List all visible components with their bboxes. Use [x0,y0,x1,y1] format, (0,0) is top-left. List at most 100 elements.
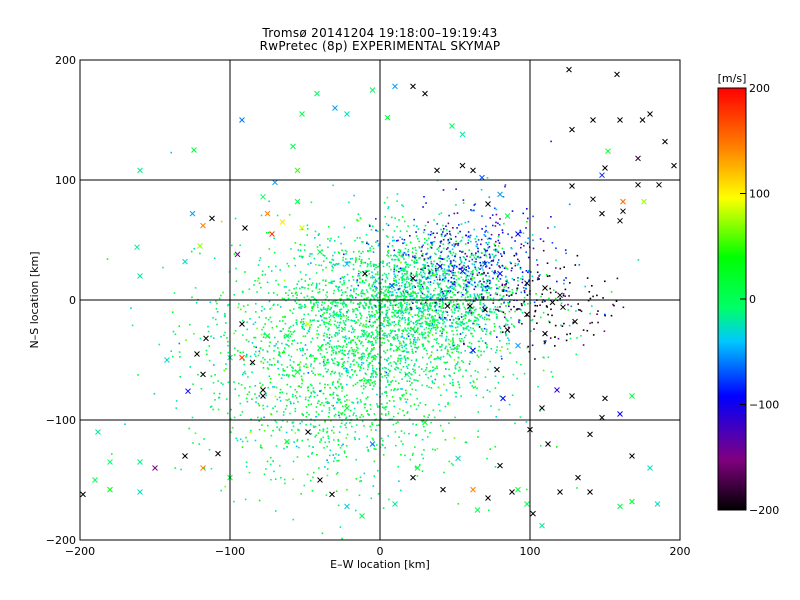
data-dot [457,244,459,247]
data-dot [460,316,463,318]
data-dot [298,306,300,309]
data-dot [225,368,227,370]
data-dot [208,448,211,451]
data-dot [347,371,350,374]
data-dot [395,309,397,312]
data-dot [337,361,340,364]
data-dot [453,318,455,321]
data-dot [392,291,395,293]
data-dot [404,297,406,300]
data-dot [414,255,416,257]
data-dot [442,189,445,191]
data-dot [216,311,219,313]
data-dot [484,342,487,344]
data-dot [343,281,345,284]
data-dot [404,286,407,289]
data-dot [491,311,493,313]
data-dot [532,215,534,218]
data-dot [523,291,526,294]
data-dot [394,284,396,286]
data-dot [591,321,593,324]
data-dot [451,344,454,346]
data-dot [487,279,490,281]
data-dot [329,340,331,342]
data-dot [299,361,302,363]
data-dot [239,414,242,416]
data-dot [334,386,336,389]
data-dot [476,274,479,276]
data-dot [386,264,388,266]
data-dot [427,291,430,293]
data-dot [258,404,261,407]
data-dot [402,409,404,412]
data-dot [437,283,440,285]
data-dot [488,237,490,240]
data-dot [393,300,396,303]
data-dot [406,277,409,279]
data-dot [450,264,453,266]
data-dot [472,380,475,382]
data-dot [438,387,441,389]
data-dot [404,283,407,285]
data-dot [436,367,438,369]
data-dot [354,307,357,310]
data-dot [329,261,331,264]
data-dot [398,329,400,332]
data-dot [295,319,298,321]
data-point-x [557,292,563,299]
data-dot [314,391,316,394]
data-dot [550,371,553,373]
data-dot [489,256,491,259]
data-dot [431,274,434,276]
data-dot [336,345,338,348]
data-dot [327,342,330,344]
data-dot [423,258,426,260]
data-dot [347,319,350,321]
data-dot [397,311,399,313]
data-dot [317,320,320,322]
data-dot [551,375,554,378]
data-dot [324,308,327,311]
data-dot [359,366,362,368]
data-dot [411,285,414,288]
data-dot [326,400,329,403]
data-dot [408,303,411,305]
data-dot [400,285,403,287]
data-dot [439,358,442,361]
data-dot [333,345,336,348]
data-dot [448,304,451,306]
data-dot [451,248,454,250]
data-dot [326,311,328,314]
data-dot [456,333,459,336]
data-dot [421,325,423,328]
data-dot [403,414,406,417]
data-dot [257,264,260,266]
data-dot [474,386,476,388]
data-dot [260,385,262,388]
data-dot [413,260,416,263]
data-dot [210,405,213,408]
data-dot [292,295,294,297]
data-dot [413,364,415,367]
data-dot [341,330,343,332]
data-dot [499,294,501,297]
data-dot [415,329,418,332]
data-dot [335,304,338,307]
data-dot [427,310,430,312]
data-dot [258,259,261,262]
data-dot [353,329,356,331]
data-dot [406,333,409,336]
data-dot [445,273,448,275]
data-dot [455,282,457,284]
data-dot [470,271,473,273]
data-dot [415,261,418,264]
data-dot [304,353,306,355]
data-dot [411,287,414,289]
data-dot [294,410,297,413]
data-dot [383,325,385,328]
data-point-x [515,342,521,349]
data-dot [336,327,338,329]
data-dot [402,365,405,368]
data-dot [318,400,320,402]
data-dot [531,275,534,278]
